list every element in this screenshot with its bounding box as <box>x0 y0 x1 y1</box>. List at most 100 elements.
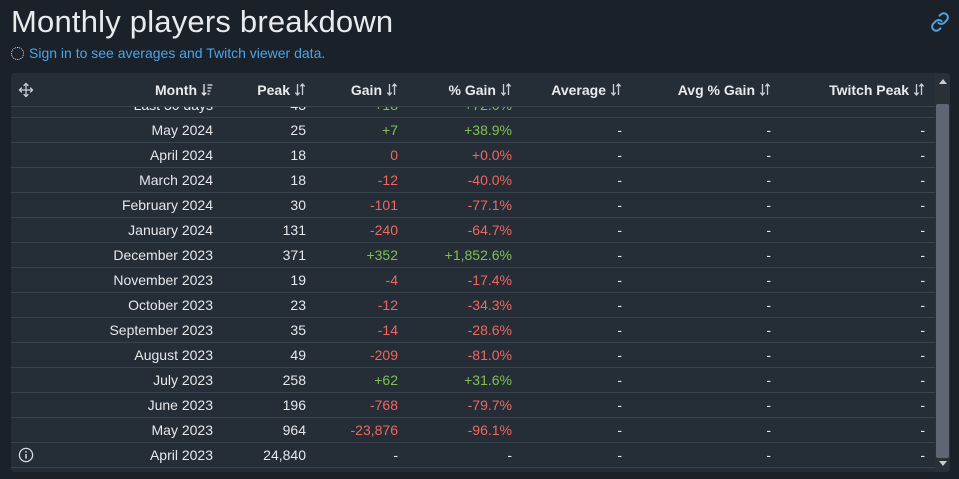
twitch-peak-cell: - <box>920 347 925 363</box>
peak-cell: 19 <box>290 272 306 288</box>
average-cell: - <box>617 222 622 238</box>
percent-gain-cell: +31.6% <box>464 372 512 388</box>
twitch-peak-cell: - <box>920 107 925 117</box>
col-header-percent-gain[interactable]: % Gain <box>449 73 512 106</box>
month-cell: September 2023 <box>109 322 213 338</box>
sort-icon <box>759 83 771 96</box>
percent-gain-cell: -96.1% <box>467 422 512 438</box>
table-row: March 2024 18 -12 -40.0% - - - <box>11 168 935 193</box>
sort-icon <box>500 83 512 96</box>
percent-gain-cell: -34.3% <box>467 297 512 313</box>
average-cell: - <box>617 247 622 263</box>
twitch-peak-cell: - <box>920 447 925 463</box>
percent-gain-cell: -79.7% <box>467 397 512 413</box>
month-cell: December 2023 <box>113 247 213 263</box>
scroll-thumb[interactable] <box>936 104 949 458</box>
percent-gain-cell: +38.9% <box>464 122 512 138</box>
col-header-avg-percent-gain[interactable]: Avg % Gain <box>678 73 771 106</box>
col-header-gain[interactable]: Gain <box>351 73 398 106</box>
avg-percent-gain-cell: - <box>766 197 771 213</box>
percent-gain-cell: +0.0% <box>471 147 512 163</box>
avg-percent-gain-cell: - <box>766 172 771 188</box>
average-cell: - <box>617 272 622 288</box>
table-row: April 2024 18 0 +0.0% - - - <box>11 143 935 168</box>
percent-gain-cell: -64.7% <box>467 222 512 238</box>
twitch-peak-cell: - <box>920 147 925 163</box>
peak-cell: 964 <box>282 422 306 438</box>
month-cell: Last 30 days <box>134 107 213 117</box>
gain-cell: -240 <box>369 222 398 238</box>
gain-cell: -101 <box>369 197 398 213</box>
sort-icon <box>610 83 622 96</box>
avg-percent-gain-cell: - <box>766 422 771 438</box>
month-cell: April 2024 <box>149 147 213 163</box>
gain-cell: -4 <box>385 272 398 288</box>
table-row: September 2023 35 -14 -28.6% - - - <box>11 318 935 343</box>
percent-gain-cell: -17.4% <box>467 272 512 288</box>
gain-cell: -209 <box>369 347 398 363</box>
table-row: August 2023 49 -209 -81.0% - - - <box>11 343 935 368</box>
percent-gain-cell: -40.0% <box>467 172 512 188</box>
avg-percent-gain-cell: - <box>766 447 771 463</box>
scroll-down-arrow-icon[interactable] <box>939 461 947 466</box>
avg-percent-gain-cell: - <box>766 347 771 363</box>
avg-percent-gain-cell: - <box>766 322 771 338</box>
month-cell: February 2024 <box>121 197 213 213</box>
col-header-twitch-peak[interactable]: Twitch Peak <box>829 73 925 106</box>
gain-cell: -14 <box>377 322 398 338</box>
avg-percent-gain-cell: - <box>766 372 771 388</box>
twitch-peak-cell: - <box>920 222 925 238</box>
scrollbar[interactable] <box>935 73 950 472</box>
month-cell: January 2024 <box>128 222 213 238</box>
twitch-peak-cell: - <box>920 172 925 188</box>
gain-cell: 0 <box>390 147 398 163</box>
average-cell: - <box>617 322 622 338</box>
average-cell: - <box>617 197 622 213</box>
gain-cell: -23,876 <box>350 422 398 438</box>
gain-cell: +352 <box>366 247 398 263</box>
col-header-average[interactable]: Average <box>551 73 622 106</box>
percent-gain-cell: -77.1% <box>467 197 512 213</box>
avg-percent-gain-cell: - <box>766 147 771 163</box>
month-cell: July 2023 <box>153 372 213 388</box>
twitch-peak-cell: - <box>920 122 925 138</box>
col-header-peak[interactable]: Peak <box>257 73 306 106</box>
table-row: Last 30 days 43 +18 +72.0% - - - <box>11 107 935 118</box>
table-row: May 2023 964 -23,876 -96.1% - - - <box>11 418 935 443</box>
avg-percent-gain-cell: - <box>766 297 771 313</box>
link-icon[interactable] <box>930 12 950 32</box>
col-header-month[interactable]: Month <box>155 73 213 106</box>
avg-percent-gain-cell: - <box>766 247 771 263</box>
percent-gain-cell: +72.0% <box>464 107 512 117</box>
average-cell: - <box>617 422 622 438</box>
average-cell: - <box>617 147 622 163</box>
twitch-peak-cell: - <box>920 247 925 263</box>
peak-cell: 18 <box>290 172 306 188</box>
avg-percent-gain-cell: - <box>766 122 771 138</box>
avg-percent-gain-cell: - <box>766 272 771 288</box>
gain-cell: +7 <box>382 122 398 138</box>
table-row: January 2024 131 -240 -64.7% - - - <box>11 218 935 243</box>
sort-icon <box>913 83 925 96</box>
twitch-peak-cell: - <box>920 372 925 388</box>
table-body[interactable]: Last 30 days 43 +18 +72.0% - - - May 2024 25 +7 +3… <box>11 107 935 472</box>
page-title: Monthly players breakdown <box>11 4 394 39</box>
peak-cell: 24,840 <box>263 447 306 463</box>
peak-cell: 49 <box>290 347 306 363</box>
peak-cell: 30 <box>290 197 306 213</box>
signin-link[interactable]: Sign in to see averages and Twitch viewe… <box>29 45 326 61</box>
info-icon[interactable] <box>18 447 34 463</box>
peak-cell: 35 <box>290 322 306 338</box>
scroll-up-arrow-icon[interactable] <box>939 79 947 84</box>
table-row: April 2023 24,840 - - - - - <box>11 443 935 468</box>
month-cell: June 2023 <box>147 397 213 413</box>
move-icon[interactable] <box>18 82 34 98</box>
gain-cell: - <box>393 447 398 463</box>
average-cell: - <box>617 447 622 463</box>
month-cell: November 2023 <box>113 272 213 288</box>
percent-gain-cell: +1,852.6% <box>444 247 512 263</box>
average-cell: - <box>617 397 622 413</box>
sort-icon <box>386 83 398 96</box>
loading-icon <box>11 46 24 60</box>
average-cell: - <box>617 372 622 388</box>
